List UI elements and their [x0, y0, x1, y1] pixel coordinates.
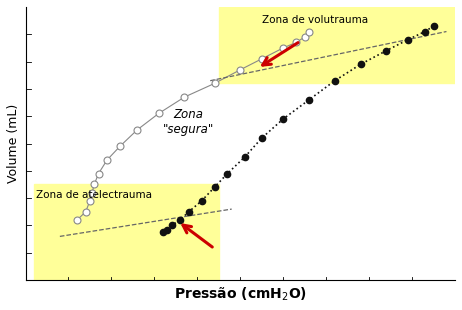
Text: Zona
"segura": Zona "segura"	[163, 108, 214, 136]
Y-axis label: Volume (mL): Volume (mL)	[7, 104, 20, 183]
Bar	[34, 184, 219, 280]
X-axis label: Pressão (cmH$_2$O): Pressão (cmH$_2$O)	[174, 286, 307, 303]
Text: Zona de volutrauma: Zona de volutrauma	[262, 15, 368, 25]
Bar	[219, 7, 455, 83]
Text: Zona de atelectrauma: Zona de atelectrauma	[36, 190, 152, 200]
